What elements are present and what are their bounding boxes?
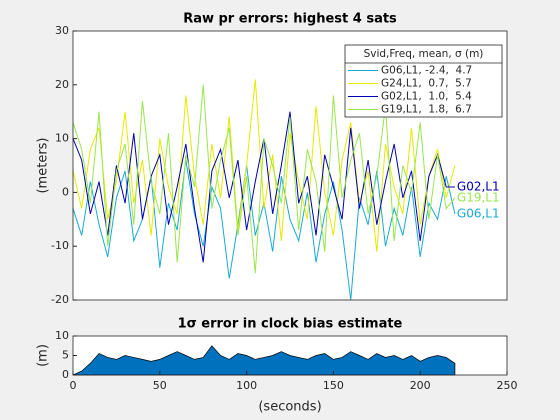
series-end-label: G19,L1 xyxy=(457,190,500,204)
x-tick-label: 0 xyxy=(70,379,77,392)
y-tick-label: 5 xyxy=(62,349,69,362)
legend-entry: G19,L1, 1.8, 6.7 xyxy=(381,104,472,116)
chart-title: 1σ error in clock bias estimate xyxy=(178,317,403,332)
chart-title: Raw pr errors: highest 4 sats xyxy=(183,12,397,27)
series-end-label: G06,L1 xyxy=(457,206,500,220)
x-tick-label: 50 xyxy=(153,379,167,392)
y-axis-label: (m) xyxy=(36,344,51,367)
legend-title: Svid,Freq, mean, σ (m) xyxy=(364,48,484,60)
y-tick-label: 10 xyxy=(55,329,69,342)
y-tick-label: -20 xyxy=(51,293,69,306)
x-tick-label: 200 xyxy=(410,379,431,392)
y-tick-label: 30 xyxy=(55,24,69,37)
legend-entry: G24,L1, 0.7, 5.7 xyxy=(381,78,472,90)
x-axis-label: (seconds) xyxy=(258,400,321,415)
y-tick-label: 0 xyxy=(62,368,69,381)
area xyxy=(72,345,456,376)
series-line xyxy=(72,84,456,274)
y-tick-label: 20 xyxy=(55,78,69,91)
legend-box xyxy=(344,44,503,118)
y-tick-label: 0 xyxy=(62,185,69,198)
y-tick-label: -10 xyxy=(51,239,69,252)
y-axis-label: (meters) xyxy=(36,137,51,193)
x-tick-label: 100 xyxy=(236,379,257,392)
y-tick-label: 10 xyxy=(55,132,69,145)
legend-entry: G02,L1, 1.0, 5.4 xyxy=(381,91,472,103)
x-tick-label: 250 xyxy=(497,379,518,392)
series-end-label: G02,L1 xyxy=(457,180,500,194)
axes-box xyxy=(72,30,508,301)
x-tick-label: 150 xyxy=(323,379,344,392)
legend-entry: G06,L1, -2.4, 4.7 xyxy=(381,65,472,77)
